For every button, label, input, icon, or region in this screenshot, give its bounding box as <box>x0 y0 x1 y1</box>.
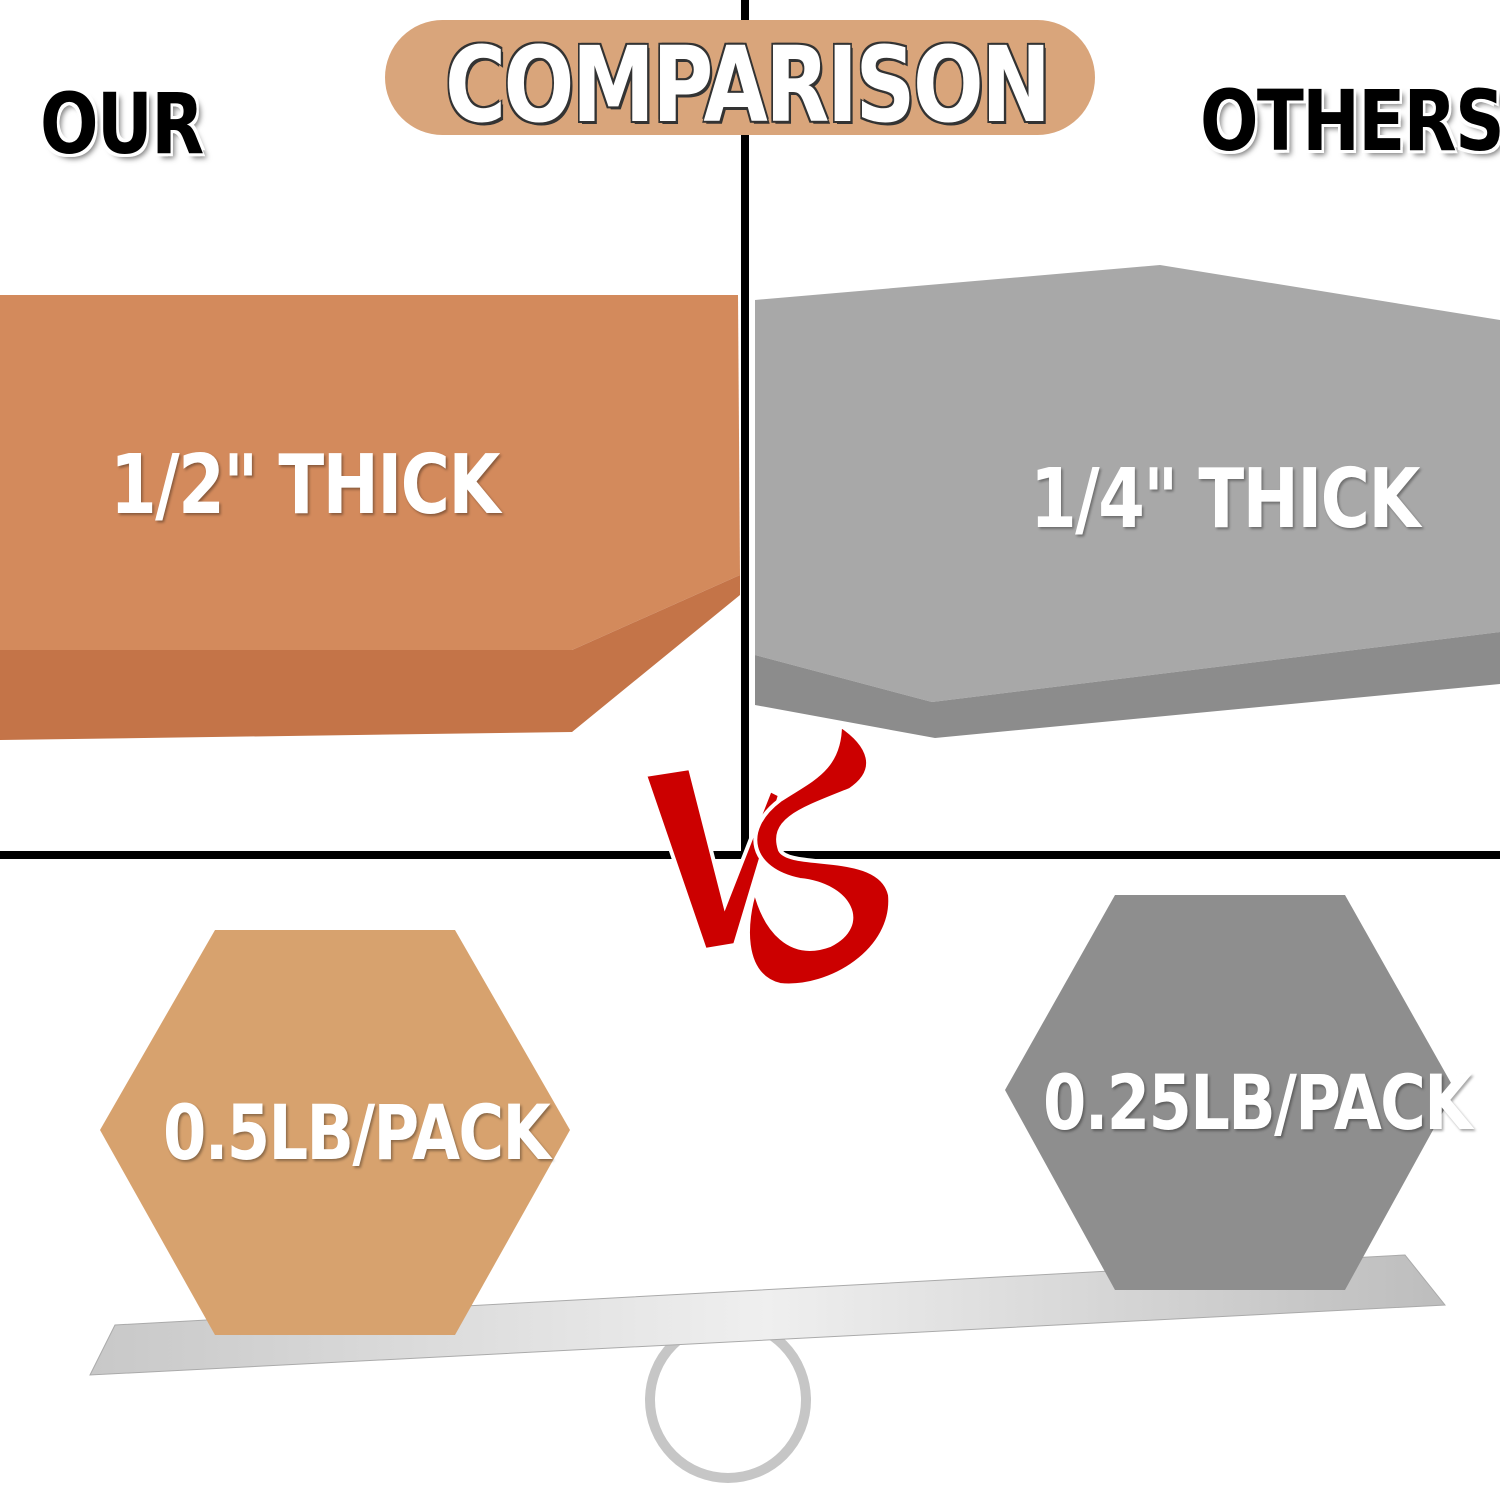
others-label: OTHERS <box>1200 72 1500 170</box>
our-label: OUR <box>40 75 204 173</box>
our-thickness-label: 1/2" THICK <box>110 438 500 533</box>
vertical-divider <box>741 0 749 858</box>
others-hexagon-tile <box>1005 895 1455 1290</box>
seesaw-fulcrum <box>645 1317 811 1483</box>
others-thickness-label: 1/4" THICK <box>1030 452 1420 547</box>
others-weight-label: 0.25LB/PACK <box>1043 1058 1473 1147</box>
page-title: COMPARISON <box>445 24 1051 146</box>
our-hexagon-tile <box>100 930 570 1335</box>
others-cork-board <box>755 265 1500 738</box>
title-pill: COMPARISON <box>385 20 1095 146</box>
our-cork-board <box>0 295 740 740</box>
seesaw-plank <box>89 1254 1446 1376</box>
our-weight-label: 0.5LB/PACK <box>163 1088 551 1177</box>
vs-icon <box>642 721 893 988</box>
